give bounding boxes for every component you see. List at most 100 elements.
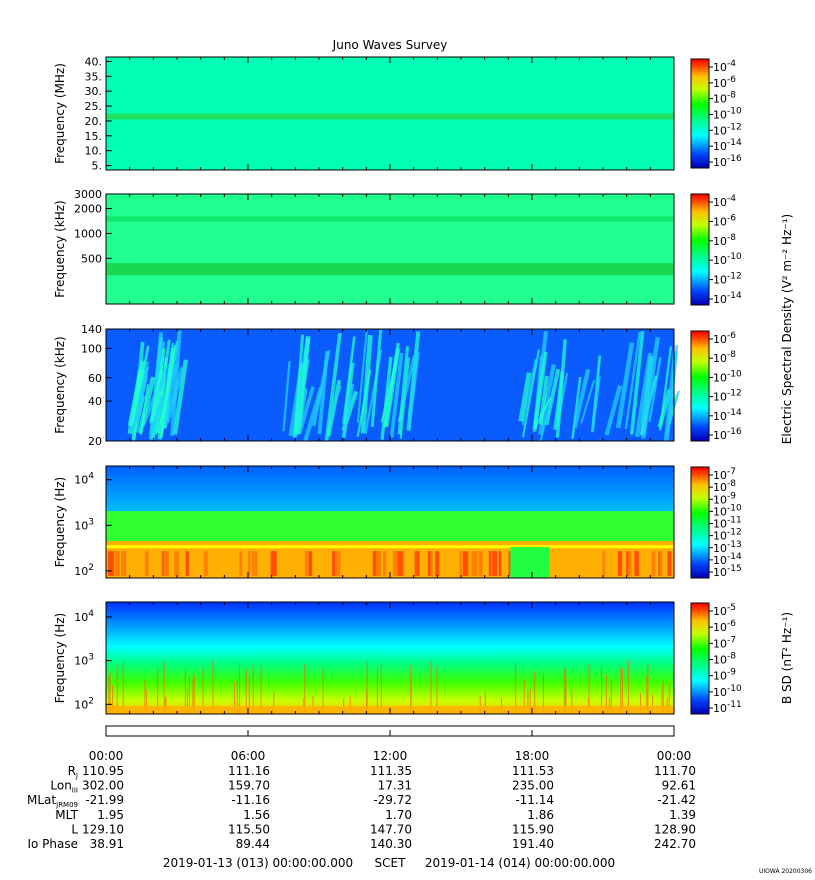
panel-4-streak-1 xyxy=(617,551,623,576)
panel-3-burst-1-12 xyxy=(406,352,420,430)
panel-4-streak-46 xyxy=(626,551,629,576)
colorbar-1-tick-label-6: 10-16 xyxy=(713,154,742,169)
panel-3-ytick-label-3: 40 xyxy=(88,395,102,408)
panel-3-burst-0-21 xyxy=(139,384,149,436)
colorbar-2-tick-label-4: 10-12 xyxy=(713,272,742,287)
ephemeris-value-2-3: -11.14 xyxy=(515,793,554,807)
panel-4-streak-43 xyxy=(651,551,656,576)
ephemeris-value-0-3: 111.53 xyxy=(512,764,554,778)
colorbar-1-tick-label-3: 10-10 xyxy=(713,107,742,122)
colorbar-4-tick-label-3: 10-10 xyxy=(713,503,742,518)
ephemeris-value-1-1: 159.70 xyxy=(228,779,270,793)
panel-4-streak-20 xyxy=(185,551,189,576)
colorbar-5-tick-label-0: 10-5 xyxy=(713,603,736,618)
panel-3-burst-2-26 xyxy=(615,342,635,429)
panel-3-burst-2-33 xyxy=(538,375,549,425)
panel-3-burst-0-17 xyxy=(170,330,182,436)
ephemeris-value-2-4: -21.42 xyxy=(657,793,696,807)
colorbar-4-tick-label-5: 10-12 xyxy=(713,528,742,543)
panel-4-streak-24 xyxy=(427,551,431,576)
panel-3-burst-2-17 xyxy=(634,352,653,438)
panel-3-burst-1-20 xyxy=(282,360,291,432)
panel-3-burst-2-27 xyxy=(572,368,591,429)
ephemeris-value-3-2: 1.70 xyxy=(385,808,412,822)
panel-3-burst-1-2 xyxy=(389,352,404,438)
panel-4-gap xyxy=(510,547,550,578)
panel-3-burst-2-28 xyxy=(580,379,596,424)
panel-3-burst-2-32 xyxy=(591,376,601,431)
panel-3-burst-0-10 xyxy=(172,359,189,435)
panel-4-streak-36 xyxy=(270,551,276,576)
ephemeris-value-5-2: 140.30 xyxy=(370,837,412,851)
panel-5-ytick-label-0: 104 xyxy=(74,609,94,624)
panel-4-streak-0 xyxy=(174,551,178,576)
panel-3-burst-1-13 xyxy=(297,386,315,434)
panel-1-ytick-label-4: 20. xyxy=(85,115,103,128)
panel-4-streak-40 xyxy=(239,551,243,576)
ephemeris-time-1: 06:00 xyxy=(231,749,266,763)
colorbar-2-tick-label-1: 10-6 xyxy=(713,213,736,228)
colorbar-2 xyxy=(690,193,710,306)
ephemeris-label-4: L xyxy=(71,822,78,836)
panel-5-ytick-label-2: 102 xyxy=(74,696,94,711)
panel-4-streak-29 xyxy=(203,551,208,576)
panel-4-streak-23 xyxy=(392,551,399,576)
panel-3-burst-0-32 xyxy=(130,361,150,434)
colorbars: 10-410-610-810-1010-1210-1410-1610-410-6… xyxy=(690,58,742,715)
panel-4-streak-33 xyxy=(114,551,120,576)
colorbar-5-tick-label-2: 10-7 xyxy=(713,635,736,650)
panel-3-burst-2-23 xyxy=(532,351,548,430)
ephemeris-value-1-2: 17.31 xyxy=(378,779,412,793)
ephemeris-value-5-1: 89.44 xyxy=(236,837,270,851)
colorbar-3-tick-label-4: 10-14 xyxy=(713,408,742,423)
ephemeris-value-4-0: 129.10 xyxy=(82,822,124,836)
panel-2-band-0 xyxy=(106,216,674,222)
ephemeris-time-4: 00:00 xyxy=(657,749,692,763)
panel-3-burst-1-23 xyxy=(356,330,368,423)
panel-4-streak-50 xyxy=(163,551,170,576)
panel-2-ytick-label-1: 2000 xyxy=(74,203,102,216)
axes: Frequency (MHz) 40. 35. 30. 25. 20. 15. 10. 5. Fr… xyxy=(53,55,112,711)
panel-3-ytick-label-2: 60 xyxy=(88,372,102,385)
colorbar-4-tick-label-6: 10-13 xyxy=(713,540,742,555)
panel-1-ytick-label-7: 5. xyxy=(92,160,103,173)
colorbar-1 xyxy=(690,58,710,169)
ephemeris-value-2-0: -21.99 xyxy=(85,793,124,807)
panel-2-ytick-label-2: 1000 xyxy=(74,227,102,240)
ephemeris-time-2: 12:00 xyxy=(373,749,408,763)
panel-4-streak-8 xyxy=(658,551,661,576)
panel-4-streak-3 xyxy=(176,551,179,576)
colorbar-1-tick-label-4: 10-12 xyxy=(713,122,742,137)
panel-4-ylabel: Frequency (Hz) xyxy=(53,477,67,568)
ephemeris-value-2-2: -29.72 xyxy=(373,793,412,807)
colorbar-2-tick-label-3: 10-10 xyxy=(713,252,742,267)
panel-4-streak-19 xyxy=(429,551,433,576)
ephemeris-value-3-1: 1.56 xyxy=(243,808,270,822)
colorbar-1-tick-label-1: 10-6 xyxy=(713,75,736,90)
panel-4-streak-58 xyxy=(121,551,127,576)
ephemeris-value-4-3: 115.90 xyxy=(512,822,554,836)
colorbar-5-tick-label-4: 10-9 xyxy=(713,668,736,683)
ephemeris-label-3: MLT xyxy=(55,808,78,822)
colorbar-3-tick-label-1: 10-8 xyxy=(713,350,736,365)
colorbar-4-tick-label-2: 10-9 xyxy=(713,491,736,506)
panel-1-band-0 xyxy=(106,113,674,120)
panel-4-streak-5 xyxy=(107,551,111,576)
panel-3-burst-0-29 xyxy=(164,366,185,424)
panel-4-streak-54 xyxy=(247,551,251,576)
ephemeris-value-0-4: 111.70 xyxy=(654,764,696,778)
panel-4-line xyxy=(106,545,674,549)
colorbar-3-tick-label-0: 10-6 xyxy=(713,331,736,346)
colorbar-3-tick-label-2: 10-10 xyxy=(713,369,742,384)
ephemeris-value-0-2: 111.35 xyxy=(370,764,412,778)
panel-3-ylabel: Frequency (kHz) xyxy=(53,336,67,433)
panel-3-burst-1-33 xyxy=(380,356,393,440)
panel-4-mid-band xyxy=(106,511,674,542)
ephemeris-label-5: Io Phase xyxy=(27,837,78,851)
panel-4-streak-52 xyxy=(397,551,404,576)
ephemeris-value-4-2: 147.70 xyxy=(370,822,412,836)
panel-4-ytick-label-1: 103 xyxy=(74,517,94,532)
panel-4-streak-47 xyxy=(488,551,492,576)
